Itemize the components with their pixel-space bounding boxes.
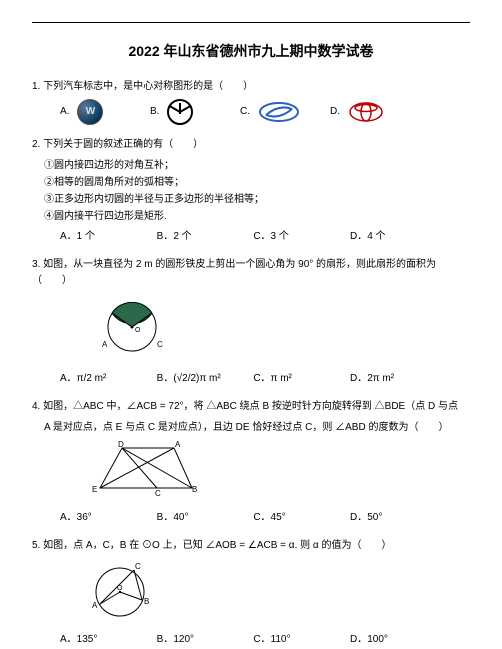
svg-text:A: A [102,340,108,349]
svg-text:A: A [175,440,181,449]
q2-opt-b-label: B．2 个 [157,229,192,245]
q4-opt-b: B．40° [157,510,247,526]
q1-opt-d-label: D. [330,104,340,120]
q4-num: 4. [32,401,40,412]
q2-item-2: ②相等的圆周角所对的弧相等； [44,174,470,191]
mercedes-logo-icon [167,99,193,125]
svg-text:O: O [117,585,123,592]
svg-text:B: B [129,295,134,304]
q5-opt-d: D．100° [350,632,440,648]
question-5: 5. 如图，点 A，C，B 在 ⊙O 上，已知 ∠AOB = ∠ACB = α.… [32,538,470,648]
q4-figure: D A E C B [82,440,470,506]
question-3: 3. 如图，从一块直径为 2 m 的圆形铁皮上剪出一个圆心角为 90° 的扇形，… [32,257,470,387]
q3-opt-b-label: B．(√2/2)π m² [157,371,221,387]
q3-opt-d-label: D．2π m² [350,371,394,387]
q5-opt-a-label: A．135° [60,632,97,648]
q4-opt-b-label: B．40° [157,510,189,526]
q4-opt-d: D．50° [350,510,440,526]
q4-body-l1: 如图，△ABC 中，∠ACB = 72°，将 △ABC 绕点 B 按逆时针方向旋… [43,401,458,412]
q2-opt-a-label: A．1 个 [60,229,95,245]
q4-opt-a: A．36° [60,510,150,526]
q2-body: 下列关于圆的叙述正确的有（ ） [43,139,203,150]
q3-text: 3. 如图，从一块直径为 2 m 的圆形铁皮上剪出一个圆心角为 90° 的扇形，… [32,257,470,289]
hyundai-logo-icon [258,101,300,123]
q3-opt-a-label: A．π/2 m² [60,371,106,387]
q1-text: 1. 下列汽车标志中，是中心对称图形的是（ ） [32,79,470,95]
q4-opt-c-label: C．45° [253,510,285,526]
q2-text: 2. 下列关于圆的叙述正确的有（ ） [32,137,470,153]
q2-opt-a: A．1 个 [60,229,150,245]
q3-opt-c: C．π m² [253,371,343,387]
q1-opt-a: A. W [60,99,150,125]
q4-opt-a-label: A．36° [60,510,92,526]
svg-text:C: C [135,562,141,571]
q5-opt-b: B．120° [157,632,247,648]
svg-text:O: O [135,327,141,334]
q5-opt-c-label: C．110° [253,632,290,648]
svg-text:A: A [92,601,98,610]
q5-opt-d-label: D．100° [350,632,388,648]
q5-opt-b-label: B．120° [157,632,194,648]
q5-body: 如图，点 A，C，B 在 ⊙O 上，已知 ∠AOB = ∠ACB = α. 则 … [43,540,391,551]
q5-options: A．135° B．120° C．110° D．100° [60,632,470,648]
q3-opt-d: D．2π m² [350,371,440,387]
q3-body: 如图，从一块直径为 2 m 的圆形铁皮上剪出一个圆心角为 90° 的扇形，则此扇… [32,259,436,286]
q2-opt-d-label: D．4 个 [350,229,386,245]
q1-body: 下列汽车标志中，是中心对称图形的是（ ） [43,81,253,92]
q4-options: A．36° B．40° C．45° D．50° [60,510,470,526]
svg-text:B: B [192,485,197,494]
toyota-logo-icon [348,101,384,123]
q1-opt-c: C. [240,99,330,125]
question-4: 4. 如图，△ABC 中，∠ACB = 72°，将 △ABC 绕点 B 按逆时针… [32,399,470,526]
q4-body-l2: A 是对应点，点 E 与点 C 是对应点），且边 DE 恰好经过点 C，则 ∠A… [44,419,470,436]
q2-opt-d: D．4 个 [350,229,440,245]
q5-figure: C O A B [82,558,470,628]
q3-opt-a: A．π/2 m² [60,371,150,387]
q3-opt-b: B．(√2/2)π m² [157,371,247,387]
q2-item-3: ③正多边形内切圆的半径与正多边形的半径相等； [44,191,470,208]
q2-opt-c: C．3 个 [253,229,343,245]
svg-text:B: B [144,597,149,606]
q4-opt-d-label: D．50° [350,510,382,526]
q3-num: 3. [32,259,40,270]
q1-options: A. W B. C. D. [60,99,470,125]
svg-text:D: D [118,440,124,449]
q1-opt-b: B. [150,99,240,125]
q2-item-1: ①圆内接四边形的对角互补； [44,157,470,174]
q1-opt-d: D. [330,99,420,125]
q2-item-4: ④圆内接平行四边形是矩形. [44,208,470,225]
q2-options: A．1 个 B．2 个 C．3 个 D．4 个 [60,229,470,245]
q2-opt-c-label: C．3 个 [253,229,289,245]
q4-opt-c: C．45° [253,510,343,526]
q5-opt-a: A．135° [60,632,150,648]
q2-opt-b: B．2 个 [157,229,247,245]
q2-num: 2. [32,139,40,150]
q1-opt-a-label: A. [60,104,69,120]
q5-num: 5. [32,540,40,551]
q3-options: A．π/2 m² B．(√2/2)π m² C．π m² D．2π m² [60,371,470,387]
q1-num: 1. [32,81,40,92]
question-1: 1. 下列汽车标志中，是中心对称图形的是（ ） A. W B. C. D. [32,79,470,125]
question-2: 2. 下列关于圆的叙述正确的有（ ） ①圆内接四边形的对角互补； ②相等的圆周角… [32,137,470,245]
q1-opt-c-label: C. [240,104,250,120]
vw-logo-icon: W [77,99,103,125]
q5-opt-c: C．110° [253,632,343,648]
q5-text: 5. 如图，点 A，C，B 在 ⊙O 上，已知 ∠AOB = ∠ACB = α.… [32,538,470,554]
exam-title: 2022 年山东省德州市九上期中数学试卷 [32,41,470,61]
svg-text:E: E [92,485,97,494]
q3-opt-c-label: C．π m² [253,371,292,387]
q4-text: 4. 如图，△ABC 中，∠ACB = 72°，将 △ABC 绕点 B 按逆时针… [32,399,470,415]
svg-text:C: C [157,340,163,349]
q3-figure: A C O B [82,293,470,367]
svg-text:C: C [155,489,161,498]
q1-opt-b-label: B. [150,104,159,120]
